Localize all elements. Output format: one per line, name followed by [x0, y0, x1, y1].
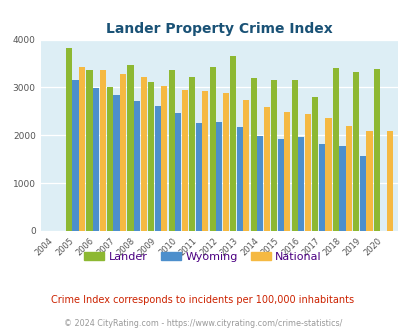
Bar: [291, 80, 297, 231]
Bar: [250, 78, 256, 231]
Bar: [148, 82, 154, 231]
Text: Crime Index corresponds to incidents per 100,000 inhabitants: Crime Index corresponds to incidents per…: [51, 295, 354, 305]
Bar: [386, 131, 392, 231]
Bar: [175, 113, 181, 231]
Bar: [72, 80, 79, 231]
Text: © 2024 CityRating.com - https://www.cityrating.com/crime-statistics/: © 2024 CityRating.com - https://www.city…: [64, 319, 341, 328]
Bar: [209, 67, 215, 231]
Bar: [66, 48, 72, 231]
Title: Lander Property Crime Index: Lander Property Crime Index: [106, 22, 332, 36]
Bar: [318, 144, 324, 231]
Bar: [134, 101, 140, 231]
Bar: [284, 112, 290, 231]
Bar: [99, 70, 105, 231]
Bar: [107, 87, 113, 231]
Bar: [113, 95, 119, 231]
Bar: [277, 139, 283, 231]
Bar: [189, 77, 195, 231]
Bar: [86, 70, 92, 231]
Bar: [298, 137, 304, 231]
Bar: [215, 122, 222, 231]
Legend: Lander, Wyoming, National: Lander, Wyoming, National: [79, 248, 326, 267]
Bar: [120, 74, 126, 231]
Bar: [154, 106, 160, 231]
Bar: [359, 156, 365, 231]
Bar: [345, 126, 351, 231]
Bar: [311, 97, 318, 231]
Bar: [93, 88, 99, 231]
Bar: [304, 114, 310, 231]
Bar: [195, 123, 201, 231]
Bar: [373, 69, 379, 231]
Bar: [339, 146, 345, 231]
Bar: [352, 72, 358, 231]
Bar: [127, 65, 133, 231]
Bar: [324, 118, 331, 231]
Bar: [243, 100, 249, 231]
Bar: [332, 68, 338, 231]
Bar: [79, 67, 85, 231]
Bar: [236, 127, 242, 231]
Bar: [271, 80, 277, 231]
Bar: [263, 107, 269, 231]
Bar: [140, 77, 146, 231]
Bar: [257, 136, 263, 231]
Bar: [181, 90, 188, 231]
Bar: [366, 130, 372, 231]
Bar: [168, 70, 174, 231]
Bar: [202, 91, 208, 231]
Bar: [161, 85, 167, 231]
Bar: [222, 93, 228, 231]
Bar: [230, 56, 236, 231]
